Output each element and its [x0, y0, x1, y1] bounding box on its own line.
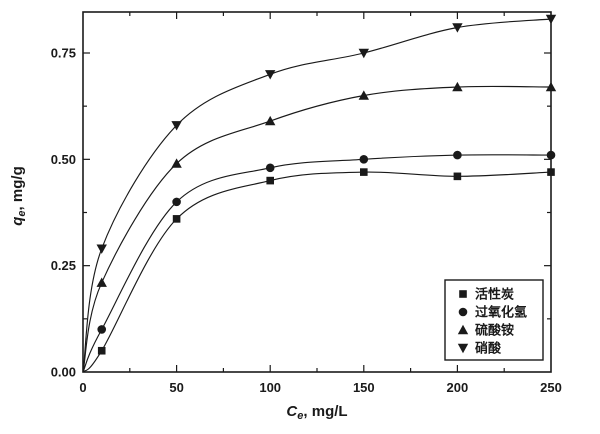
legend-marker-square [459, 290, 467, 298]
data-point-marker [453, 172, 462, 181]
x-axis-title: Ce, mg/L [286, 403, 347, 422]
x-axis-tick-label: 150 [353, 380, 375, 395]
data-point-marker [452, 81, 463, 92]
data-point-marker [453, 150, 462, 160]
x-axis-tick-label: 50 [169, 380, 183, 395]
axis-ticks [83, 12, 551, 372]
legend-marker-circle [458, 307, 468, 317]
series-0 [82, 168, 555, 373]
legend-label: 过氧化氢 [475, 305, 527, 320]
legend-label: 活性炭 [475, 287, 514, 302]
legend-label: 硫酸铵 [475, 323, 514, 338]
data-point-marker [171, 158, 182, 168]
data-point-marker [97, 325, 107, 334]
data-point-marker [452, 23, 463, 33]
legend-marker-triangle-up [457, 324, 469, 335]
x-axis-tick-label: 100 [259, 380, 281, 395]
data-point-marker [172, 197, 181, 207]
data-point-marker [265, 115, 276, 126]
data-point-marker [96, 277, 107, 287]
x-axis-tick-label: 200 [447, 380, 469, 395]
x-axis-tick-label: 250 [540, 380, 562, 395]
data-point-marker [97, 346, 106, 355]
y-axis-tick-label: 0.00 [51, 365, 76, 380]
data-point-marker [360, 168, 368, 176]
legend-marker-triangle-down [457, 343, 469, 354]
data-point-marker [266, 176, 274, 185]
series-3 [82, 14, 557, 373]
data-point-marker [171, 121, 182, 131]
data-point-marker [358, 90, 369, 100]
y-axis-title: qe, mg/g [9, 166, 28, 225]
data-point-marker [545, 14, 557, 25]
legend-label: 硝酸 [475, 341, 502, 356]
data-point-marker [545, 81, 557, 92]
x-axis-tick-label: 0 [79, 380, 86, 395]
data-point-marker [358, 48, 369, 59]
y-axis-tick-label: 0.75 [51, 46, 76, 61]
legend-item: 硫酸铵 [457, 323, 514, 338]
legend-item: 硝酸 [457, 341, 502, 356]
y-axis-tick-label: 0.25 [51, 258, 76, 273]
y-axis-tick-label: 0.50 [51, 152, 76, 167]
data-point-marker [96, 244, 107, 254]
series-2 [82, 81, 557, 373]
data-point-marker [172, 215, 181, 223]
series-1 [82, 150, 556, 373]
data-point-marker [265, 163, 275, 173]
data-point-marker [546, 150, 556, 160]
legend-item: 活性炭 [459, 287, 514, 302]
data-point-marker [547, 168, 555, 176]
legend-item: 过氧化氢 [458, 305, 527, 320]
data-point-marker [265, 70, 276, 80]
data-point-marker [359, 155, 369, 164]
